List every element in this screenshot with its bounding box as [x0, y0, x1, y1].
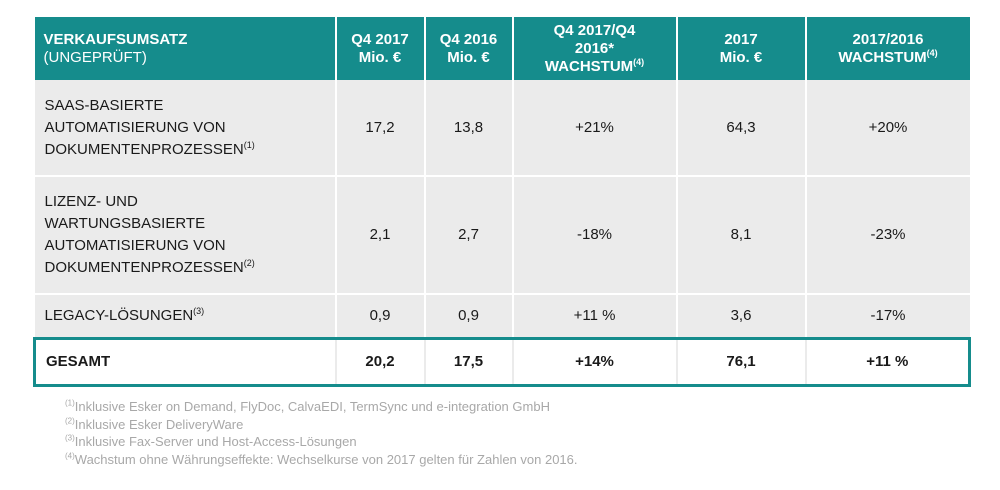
- cell-value: -17%: [805, 294, 970, 340]
- header-text: WACHSTUM: [838, 48, 927, 66]
- header-q4-2016: Q4 2016 Mio. €: [424, 17, 514, 80]
- label-line: WARTUNGSBASIERTE: [44, 215, 206, 232]
- cell-value: 2,1: [335, 176, 426, 295]
- row-label: SAAS-BASIERTE AUTOMATISIERUNG VON DOKUME…: [34, 80, 337, 177]
- header-text: 2016*: [574, 39, 615, 57]
- cell-value: +21%: [512, 80, 678, 177]
- header-text: 2017/2016: [852, 30, 924, 48]
- footnote-ref: (1): [243, 139, 255, 150]
- footnote-text: Inklusive Esker DeliveryWare: [74, 416, 244, 432]
- footnote: (2)Inklusive Esker DeliveryWare: [65, 416, 578, 434]
- header-subtitle: (UNGEPRÜFT): [43, 48, 147, 66]
- cell-value: 3,6: [676, 294, 807, 340]
- total-value: +11 %: [805, 337, 971, 387]
- footnote-ref: (2): [243, 258, 255, 268]
- header-revenue-label: VERKAUFSUMSATZ (UNGEPRÜFT): [34, 17, 337, 80]
- revenue-table: VERKAUFSUMSATZ (UNGEPRÜFT) Q4 2017 Mio. …: [33, 17, 971, 387]
- total-value: 76,1: [676, 337, 807, 387]
- label-line: SAAS-BASIERTE: [44, 96, 164, 114]
- table-row-legacy: LEGACY-LÖSUNGEN(3) 0,9 0,9 +11 % 3,6 -17…: [34, 294, 970, 340]
- cell-value: -18%: [512, 176, 678, 295]
- cell-value: +11 %: [512, 294, 678, 340]
- footnote-marker: (3): [65, 433, 75, 443]
- header-annual-growth: 2017/2016 WACHSTUM(4): [805, 17, 970, 80]
- total-value: 20,2: [335, 337, 426, 387]
- footnote: (3)Inklusive Fax-Server und Host-Access-…: [65, 433, 578, 451]
- table-header-row: VERKAUFSUMSATZ (UNGEPRÜFT) Q4 2017 Mio. …: [34, 17, 970, 80]
- header-text: 2017: [724, 30, 758, 48]
- cell-value: 17,2: [335, 80, 426, 177]
- footnote-ref: (4): [633, 56, 645, 67]
- table-row-saas: SAAS-BASIERTE AUTOMATISIERUNG VON DOKUME…: [34, 80, 970, 177]
- label-line: AUTOMATISIERUNG VON: [44, 237, 226, 254]
- header-unit: Mio. €: [719, 48, 763, 66]
- label-line: LEGACY-LÖSUNGEN: [44, 307, 194, 324]
- total-label: GESAMT: [33, 337, 337, 387]
- footnote-marker: (4): [65, 451, 75, 461]
- footnote-text: Inklusive Fax-Server und Host-Access-Lös…: [74, 434, 357, 449]
- footnote-marker: (1): [65, 398, 75, 408]
- header-text: Q4 2017/Q4: [553, 21, 636, 39]
- label-line: DOKUMENTENPROZESSEN: [44, 259, 244, 276]
- cell-value: 8,1: [676, 176, 807, 295]
- header-title: VERKAUFSUMSATZ: [43, 30, 188, 48]
- cell-value: 0,9: [424, 294, 514, 340]
- label-line: LIZENZ- UND: [44, 193, 138, 210]
- footnote-text: Wachstum ohne Währungseffekte: Wechselku…: [74, 451, 578, 467]
- cell-value: 0,9: [335, 294, 426, 340]
- footnote-ref: (4): [926, 47, 938, 58]
- table-row-license: LIZENZ- UND WARTUNGSBASIERTE AUTOMATISIE…: [34, 176, 970, 295]
- cell-value: 2,7: [424, 176, 514, 295]
- header-text: Q4 2017: [351, 30, 409, 48]
- header-unit: Mio. €: [447, 48, 490, 66]
- header-text: Q4 2016: [439, 30, 498, 48]
- footnotes: (1)Inklusive Esker on Demand, FlyDoc, Ca…: [65, 398, 578, 468]
- row-label: LEGACY-LÖSUNGEN(3): [34, 294, 337, 340]
- footnote-marker: (2): [65, 416, 75, 426]
- footnote: (4)Wachstum ohne Währungseffekte: Wechse…: [65, 451, 578, 469]
- cell-value: 13,8: [424, 80, 514, 177]
- header-q4-2017: Q4 2017 Mio. €: [335, 17, 426, 80]
- cell-value: 64,3: [676, 80, 807, 177]
- cell-value: +20%: [805, 80, 970, 177]
- total-value: 17,5: [424, 337, 514, 387]
- footnote-text: Inklusive Esker on Demand, FlyDoc, Calva…: [74, 399, 550, 414]
- label-line: AUTOMATISIERUNG VON: [44, 118, 226, 136]
- footnote-ref: (3): [193, 306, 205, 316]
- footnote: (1)Inklusive Esker on Demand, FlyDoc, Ca…: [65, 398, 578, 416]
- total-value: +14%: [512, 337, 678, 387]
- table-row-total: GESAMT 20,2 17,5 +14% 76,1 +11 %: [33, 337, 971, 387]
- row-label: LIZENZ- UND WARTUNGSBASIERTE AUTOMATISIE…: [34, 176, 337, 295]
- cell-value: -23%: [805, 176, 970, 295]
- header-unit: Mio. €: [358, 48, 402, 66]
- header-text: WACHSTUM: [544, 57, 634, 75]
- header-2017: 2017 Mio. €: [676, 17, 807, 80]
- label-line: DOKUMENTENPROZESSEN: [44, 140, 244, 158]
- header-q4-growth: Q4 2017/Q4 2016* WACHSTUM(4): [512, 17, 678, 80]
